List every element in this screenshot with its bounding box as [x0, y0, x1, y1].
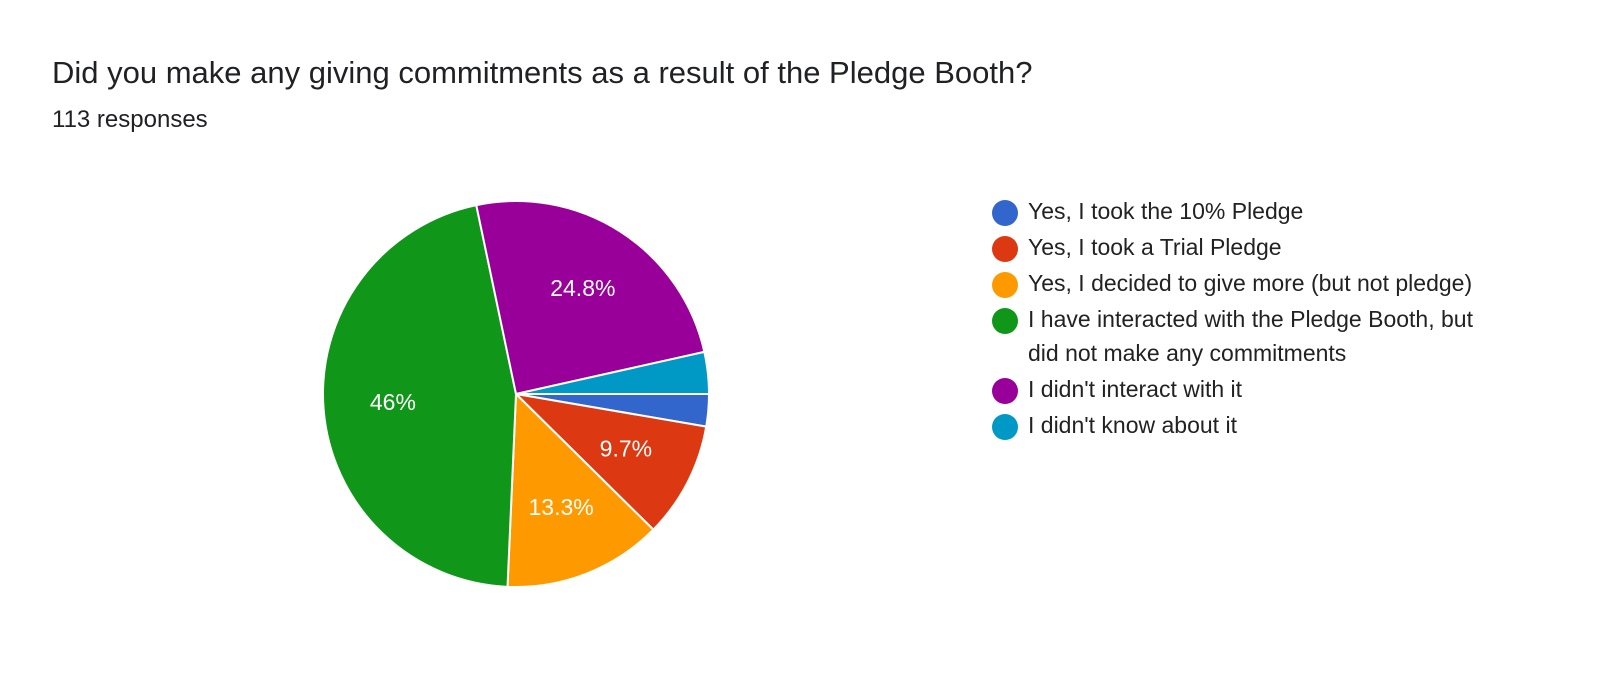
data-label: 9.7%	[600, 436, 652, 462]
pie-slice	[515, 350, 711, 395]
legend-swatch	[992, 378, 1018, 404]
legend-item: Yes, I took the 10% Pledge	[992, 198, 1512, 228]
data-label: 24.8%	[550, 275, 615, 301]
legend-label: I didn't know about it	[1028, 412, 1237, 438]
legend: Yes, I took the 10% Pledge Yes, I took a …	[992, 198, 1512, 448]
legend-item: I didn't interact with it	[992, 376, 1512, 406]
legend-label: Yes, I took a Trial Pledge	[1028, 234, 1282, 260]
pie-slice	[513, 392, 708, 532]
legend-swatch	[992, 414, 1018, 440]
legend-swatch	[992, 272, 1018, 298]
legend-item: Yes, I decided to give more (but not ple…	[992, 270, 1512, 300]
legend-swatch	[992, 308, 1018, 334]
data-label: 46%	[370, 389, 416, 415]
legend-swatch	[992, 200, 1018, 226]
chart-subtitle: 113 responses	[52, 106, 208, 133]
legend-item: Yes, I took a Trial Pledge	[992, 234, 1512, 264]
pie-slice	[322, 203, 518, 588]
legend-label: Yes, I took the 10% Pledge	[1028, 198, 1304, 224]
legend-item: I have interacted with the Pledge Booth,…	[992, 306, 1512, 370]
legend-item: I didn't know about it	[992, 412, 1512, 442]
legend-label: I have interacted with the Pledge Booth,…	[1028, 306, 1473, 366]
legend-swatch	[992, 236, 1018, 262]
chart-title: Did you make any giving commitments as a…	[52, 55, 1033, 90]
data-label: 13.3%	[529, 494, 594, 520]
legend-label: Yes, I decided to give more (but not ple…	[1028, 270, 1473, 296]
pie-slice	[475, 200, 706, 396]
pie-slice	[506, 391, 655, 588]
legend-label: I didn't interact with it	[1028, 376, 1243, 402]
